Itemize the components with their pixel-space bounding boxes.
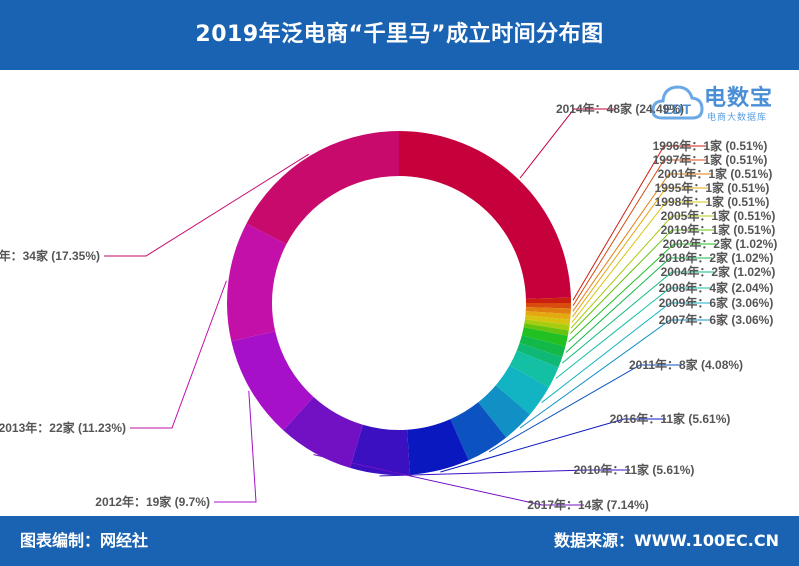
label-2008: 2008年：4家 (2.04%) <box>659 280 774 295</box>
slice-2002 <box>521 327 568 347</box>
label-2011: 2011年：8家 (4.08%) <box>629 357 743 372</box>
label-2016: 2016年：11家 (5.61%) <box>610 411 731 426</box>
label-2010: 2010年：11家 (5.61%) <box>574 462 695 477</box>
leader-line-2013 <box>130 280 227 429</box>
label-2001: 2001年：1家 (0.51%) <box>658 166 773 181</box>
leader-line-1996 <box>572 145 706 301</box>
leader-line-2017 <box>313 454 584 506</box>
leader-line-1998 <box>571 201 708 323</box>
slice-1998 <box>524 315 571 325</box>
leader-line-2001 <box>572 173 711 312</box>
slice-2018 <box>519 335 566 358</box>
label-1995: 1995年：1家 (0.51%) <box>655 180 770 195</box>
slice-2019 <box>523 323 569 336</box>
slice-2005 <box>524 319 570 331</box>
slice-2011 <box>450 402 507 461</box>
logo: EDT 电数宝 电商大数据库 <box>650 78 790 134</box>
label-2018: 2018年：2家 (1.02%) <box>659 250 774 265</box>
label-2012: 2012年：19家 (9.7%) <box>95 494 210 509</box>
leader-line-2010 <box>379 469 630 477</box>
leader-line-2008 <box>555 287 712 379</box>
slice-2017 <box>283 397 363 468</box>
label-1996: 1996年：1家 (0.51%) <box>653 138 768 153</box>
cloud-logo-icon: EDT <box>651 85 704 120</box>
label-2019: 2019年：1家 (0.51%) <box>661 222 776 237</box>
leader-line-2004 <box>561 271 714 364</box>
leader-line-2002 <box>568 243 716 343</box>
leader-line-2019 <box>569 229 714 334</box>
footer-source: 数据来源：WWW.100EC.CN <box>553 531 779 550</box>
label-1998: 1998年：1家 (0.51%) <box>655 194 770 209</box>
leader-line-2009 <box>541 302 712 403</box>
slice-2010 <box>350 424 411 475</box>
footer-credit: 图表编制：网经社 <box>20 531 149 550</box>
label-2014: 2014年：48家 (24.49%) <box>556 101 684 116</box>
label-2009: 2009年：6家 (3.06%) <box>659 295 774 310</box>
label-2005: 2005年：1家 (0.51%) <box>661 208 776 223</box>
slice-2004 <box>516 343 563 368</box>
slice-2008 <box>509 350 559 388</box>
label-2017: 2017年：14家 (7.14%) <box>527 497 648 512</box>
slice-1996 <box>525 297 571 303</box>
slice-2016 <box>407 419 469 475</box>
leader-line-2012 <box>214 390 257 503</box>
slice-2014 <box>399 131 571 299</box>
slice-1997 <box>525 303 571 309</box>
leader-line-2015 <box>104 153 310 257</box>
label-2013: 2013年：22家 (11.23%) <box>0 420 126 435</box>
label-2015: 2015年：34家 (17.35%) <box>0 248 100 263</box>
slice-2007 <box>478 385 530 438</box>
footer-bar: 图表编制：网经社 数据来源：WWW.100EC.CN <box>0 516 799 566</box>
slice-1995 <box>525 311 571 320</box>
slice-2015 <box>246 131 399 245</box>
leader-line-1995 <box>572 187 708 318</box>
logo-subtitle: 电商大数据库 <box>707 113 768 123</box>
leader-line-2005 <box>570 215 714 329</box>
label-2004: 2004年：2家 (1.02%) <box>661 264 776 279</box>
logo-mark: EDT <box>663 101 691 117</box>
header-bar <box>0 0 799 70</box>
slice-2012 <box>231 331 314 431</box>
slice-2001 <box>525 307 571 315</box>
leader-line-2007 <box>519 319 712 429</box>
leader-line-2018 <box>565 257 712 353</box>
leader-line-2016 <box>440 418 666 473</box>
chart-title: 2019年泛电商“千里马”成立时间分布图 <box>195 22 604 47</box>
slice-2013 <box>227 223 287 342</box>
label-1997: 1997年：1家 (0.51%) <box>653 152 768 167</box>
label-2002: 2002年：2家 (1.02%) <box>663 236 778 251</box>
logo-name: 电数宝 <box>704 86 774 111</box>
leader-line-1997 <box>572 159 706 307</box>
leader-line-2014 <box>519 108 616 179</box>
label-2007: 2007年：6家 (3.06%) <box>659 312 774 327</box>
slice-2009 <box>495 365 549 415</box>
leader-line-2011 <box>488 364 682 453</box>
